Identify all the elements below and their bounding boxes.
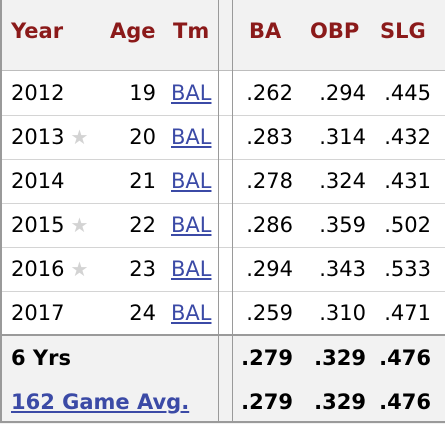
- team-link[interactable]: BAL: [171, 213, 212, 237]
- cell-team: BAL: [171, 125, 211, 149]
- column-divider: [232, 0, 233, 423]
- cell-ba: .286: [246, 213, 293, 237]
- cell-age: 23: [129, 257, 156, 281]
- cell-team: BAL: [171, 301, 211, 325]
- team-link[interactable]: BAL: [171, 169, 212, 193]
- cell-year: 2014: [11, 169, 64, 193]
- cell-ba: .262: [246, 81, 293, 105]
- cell-slg: .533: [384, 257, 431, 281]
- footer-obp: .329: [314, 390, 366, 414]
- table-row: 2015 ★ 22 BAL .286 .359 .502: [0, 203, 445, 248]
- year-value: 2017: [11, 301, 65, 325]
- cell-age: 19: [129, 81, 156, 105]
- team-link[interactable]: BAL: [171, 81, 212, 105]
- allstar-icon: ★: [70, 125, 89, 149]
- year-value: 2015: [11, 213, 65, 237]
- col-header-ba[interactable]: BA: [249, 19, 282, 43]
- table-row: 2013 ★ 20 BAL .283 .314 .432: [0, 115, 445, 160]
- cell-slg: .431: [384, 169, 431, 193]
- game-avg-link[interactable]: 162 Game Avg.: [11, 390, 190, 414]
- cell-year: 2012: [11, 81, 64, 105]
- cell-year: 2013 ★: [11, 125, 88, 149]
- footer-ba: .279: [241, 346, 293, 370]
- year-value: 2013: [11, 125, 65, 149]
- footer-label-text: 6 Yrs: [11, 346, 71, 370]
- cell-obp: .359: [319, 213, 366, 237]
- table-bottom-border: [0, 421, 445, 423]
- table-left-border: [0, 0, 2, 423]
- team-link[interactable]: BAL: [171, 257, 212, 281]
- cell-ba: .283: [246, 125, 293, 149]
- footer-label: 6 Yrs: [11, 346, 71, 370]
- col-header-team[interactable]: Tm: [173, 19, 210, 43]
- cell-slg: .471: [384, 301, 431, 325]
- cell-ba: .294: [246, 257, 293, 281]
- footer-row: 162 Game Avg. .279 .329 .476: [0, 380, 445, 424]
- cell-ba: .278: [246, 169, 293, 193]
- col-header-age[interactable]: Age: [110, 19, 156, 43]
- table-row: 2016 ★ 23 BAL .294 .343 .533: [0, 247, 445, 292]
- cell-team: BAL: [171, 169, 211, 193]
- cell-obp: .324: [319, 169, 366, 193]
- cell-obp: .343: [319, 257, 366, 281]
- cell-ba: .259: [246, 301, 293, 325]
- year-value: 2016: [11, 257, 65, 281]
- column-divider: [218, 0, 219, 423]
- cell-age: 21: [129, 169, 156, 193]
- cell-team: BAL: [171, 213, 211, 237]
- col-header-obp[interactable]: OBP: [310, 19, 360, 43]
- footer-obp: .329: [314, 346, 366, 370]
- cell-slg: .502: [384, 213, 431, 237]
- cell-team: BAL: [171, 81, 211, 105]
- footer-ba: .279: [241, 390, 293, 414]
- cell-slg: .432: [384, 125, 431, 149]
- footer-slg: .476: [379, 390, 431, 414]
- footer-label: 162 Game Avg.: [11, 390, 189, 414]
- cell-year: 2017: [11, 301, 64, 325]
- year-value: 2012: [11, 81, 65, 105]
- table-row: 2017 24 BAL .259 .310 .471: [0, 291, 445, 336]
- footer-row: 6 Yrs .279 .329 .476: [0, 336, 445, 380]
- cell-slg: .445: [384, 81, 431, 105]
- cell-age: 20: [129, 125, 156, 149]
- table-row: 2014 21 BAL .278 .324 .431: [0, 159, 445, 204]
- cell-year: 2015 ★: [11, 213, 88, 237]
- team-link[interactable]: BAL: [171, 125, 212, 149]
- cell-year: 2016 ★: [11, 257, 88, 281]
- col-header-slg[interactable]: SLG: [380, 19, 426, 43]
- col-header-year[interactable]: Year: [11, 19, 64, 43]
- cell-obp: .314: [319, 125, 366, 149]
- allstar-icon: ★: [70, 213, 89, 237]
- cell-age: 22: [129, 213, 156, 237]
- footer-slg: .476: [379, 346, 431, 370]
- table-header: Year Age Tm BA OBP SLG: [0, 0, 445, 71]
- cell-team: BAL: [171, 257, 211, 281]
- cell-age: 24: [129, 301, 156, 325]
- footer-separator: [0, 334, 445, 336]
- cell-obp: .294: [319, 81, 366, 105]
- cell-obp: .310: [319, 301, 366, 325]
- allstar-icon: ★: [70, 257, 89, 281]
- table-row: 2012 19 BAL .262 .294 .445: [0, 71, 445, 116]
- year-value: 2014: [11, 169, 65, 193]
- team-link[interactable]: BAL: [171, 301, 212, 325]
